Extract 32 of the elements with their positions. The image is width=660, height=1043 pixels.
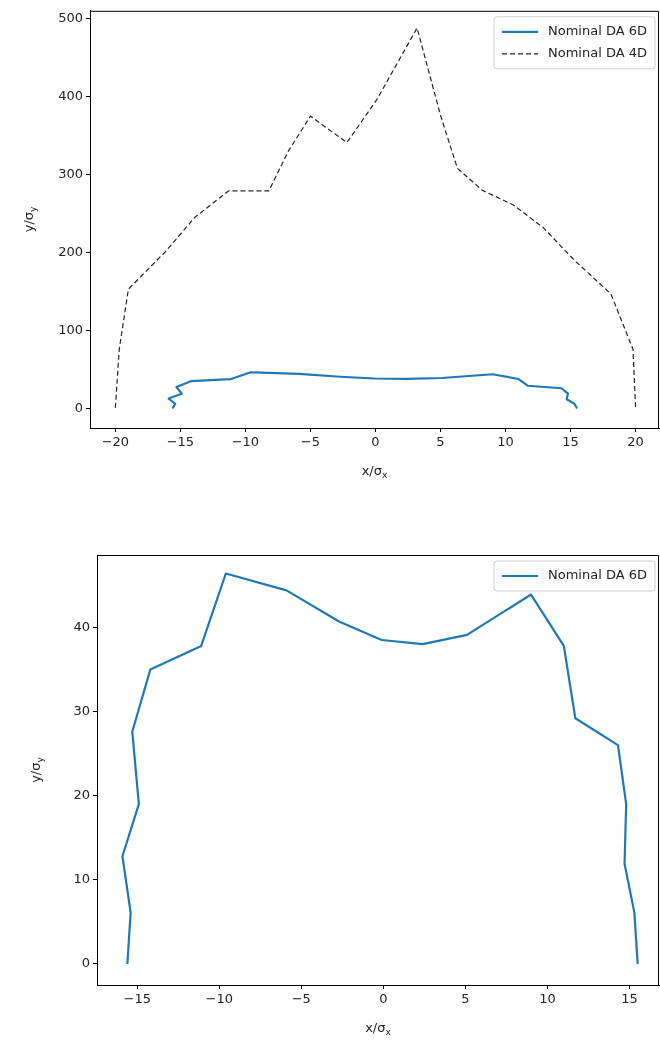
y-tick-label: 0	[74, 399, 83, 415]
x-tick-label: 10	[497, 434, 514, 450]
y-tick-label: 40	[73, 618, 90, 634]
x-tick-label: 0	[371, 434, 380, 450]
x-tick-label: −15	[123, 991, 151, 1007]
legend-label: Nominal DA 6D	[548, 23, 648, 39]
legend-label: Nominal DA 4D	[548, 45, 648, 61]
y-tick-label: 10	[73, 871, 90, 887]
y-tick-label: 500	[58, 9, 83, 25]
y-tick-label: 300	[58, 165, 83, 181]
x-tick-label: 20	[627, 434, 644, 450]
y-tick-label: 0	[81, 955, 90, 971]
x-tick-label: −5	[291, 991, 311, 1007]
legend-label: Nominal DA 6D	[548, 567, 648, 583]
x-tick-label: 10	[539, 991, 556, 1007]
x-tick-label: −20	[101, 434, 130, 450]
y-tick-label: 200	[58, 243, 83, 259]
y-tick-label: 30	[73, 702, 90, 718]
y-tick-label: 100	[58, 321, 83, 337]
x-tick-label: −10	[205, 991, 233, 1007]
x-tick-label: 5	[461, 991, 470, 1007]
x-tick-label: 0	[379, 991, 388, 1007]
x-tick-label: −10	[231, 434, 260, 450]
y-tick-label: 400	[58, 87, 83, 103]
x-tick-label: −15	[166, 434, 195, 450]
x-tick-label: 5	[436, 434, 445, 450]
x-tick-label: 15	[562, 434, 579, 450]
y-axis-title: y/σy	[21, 205, 39, 233]
y-axis-title: y/σy	[28, 756, 46, 783]
y-tick-label: 20	[73, 787, 90, 803]
x-tick-label: 15	[621, 991, 638, 1007]
x-tick-label: −5	[300, 434, 321, 450]
